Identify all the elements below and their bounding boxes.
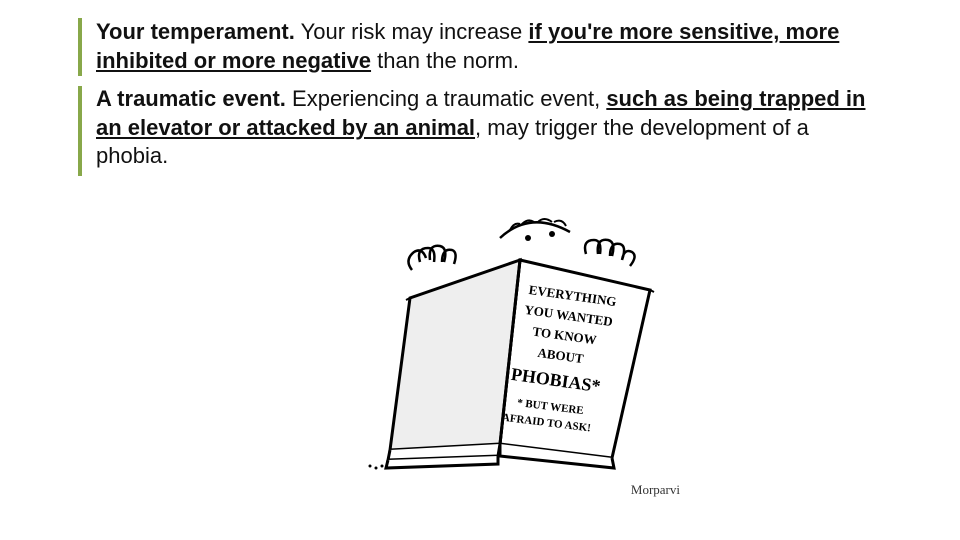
paragraph-traumatic-event: A traumatic event. Experiencing a trauma… bbox=[90, 85, 880, 171]
p2-lead: A traumatic event. bbox=[96, 86, 286, 111]
p1-lead: Your temperament. bbox=[96, 19, 295, 44]
p1-t2: than the norm. bbox=[371, 48, 519, 73]
accent-bar-2 bbox=[78, 86, 82, 176]
slide: Your temperament. Your risk may increase… bbox=[0, 0, 960, 540]
cartoon-svg: EVERYTHING YOU WANTED TO KNOW ABOUT PHOB… bbox=[350, 210, 680, 500]
p1-t1: Your risk may increase bbox=[295, 19, 529, 44]
cartoon-signature: Morparvi bbox=[631, 482, 680, 498]
accent-bar-1 bbox=[78, 18, 82, 76]
paragraph-temperament: Your temperament. Your risk may increase… bbox=[90, 18, 880, 75]
cartoon-phobias-book: EVERYTHING YOU WANTED TO KNOW ABOUT PHOB… bbox=[350, 210, 680, 500]
p2-t1: Experiencing a traumatic event, bbox=[286, 86, 606, 111]
